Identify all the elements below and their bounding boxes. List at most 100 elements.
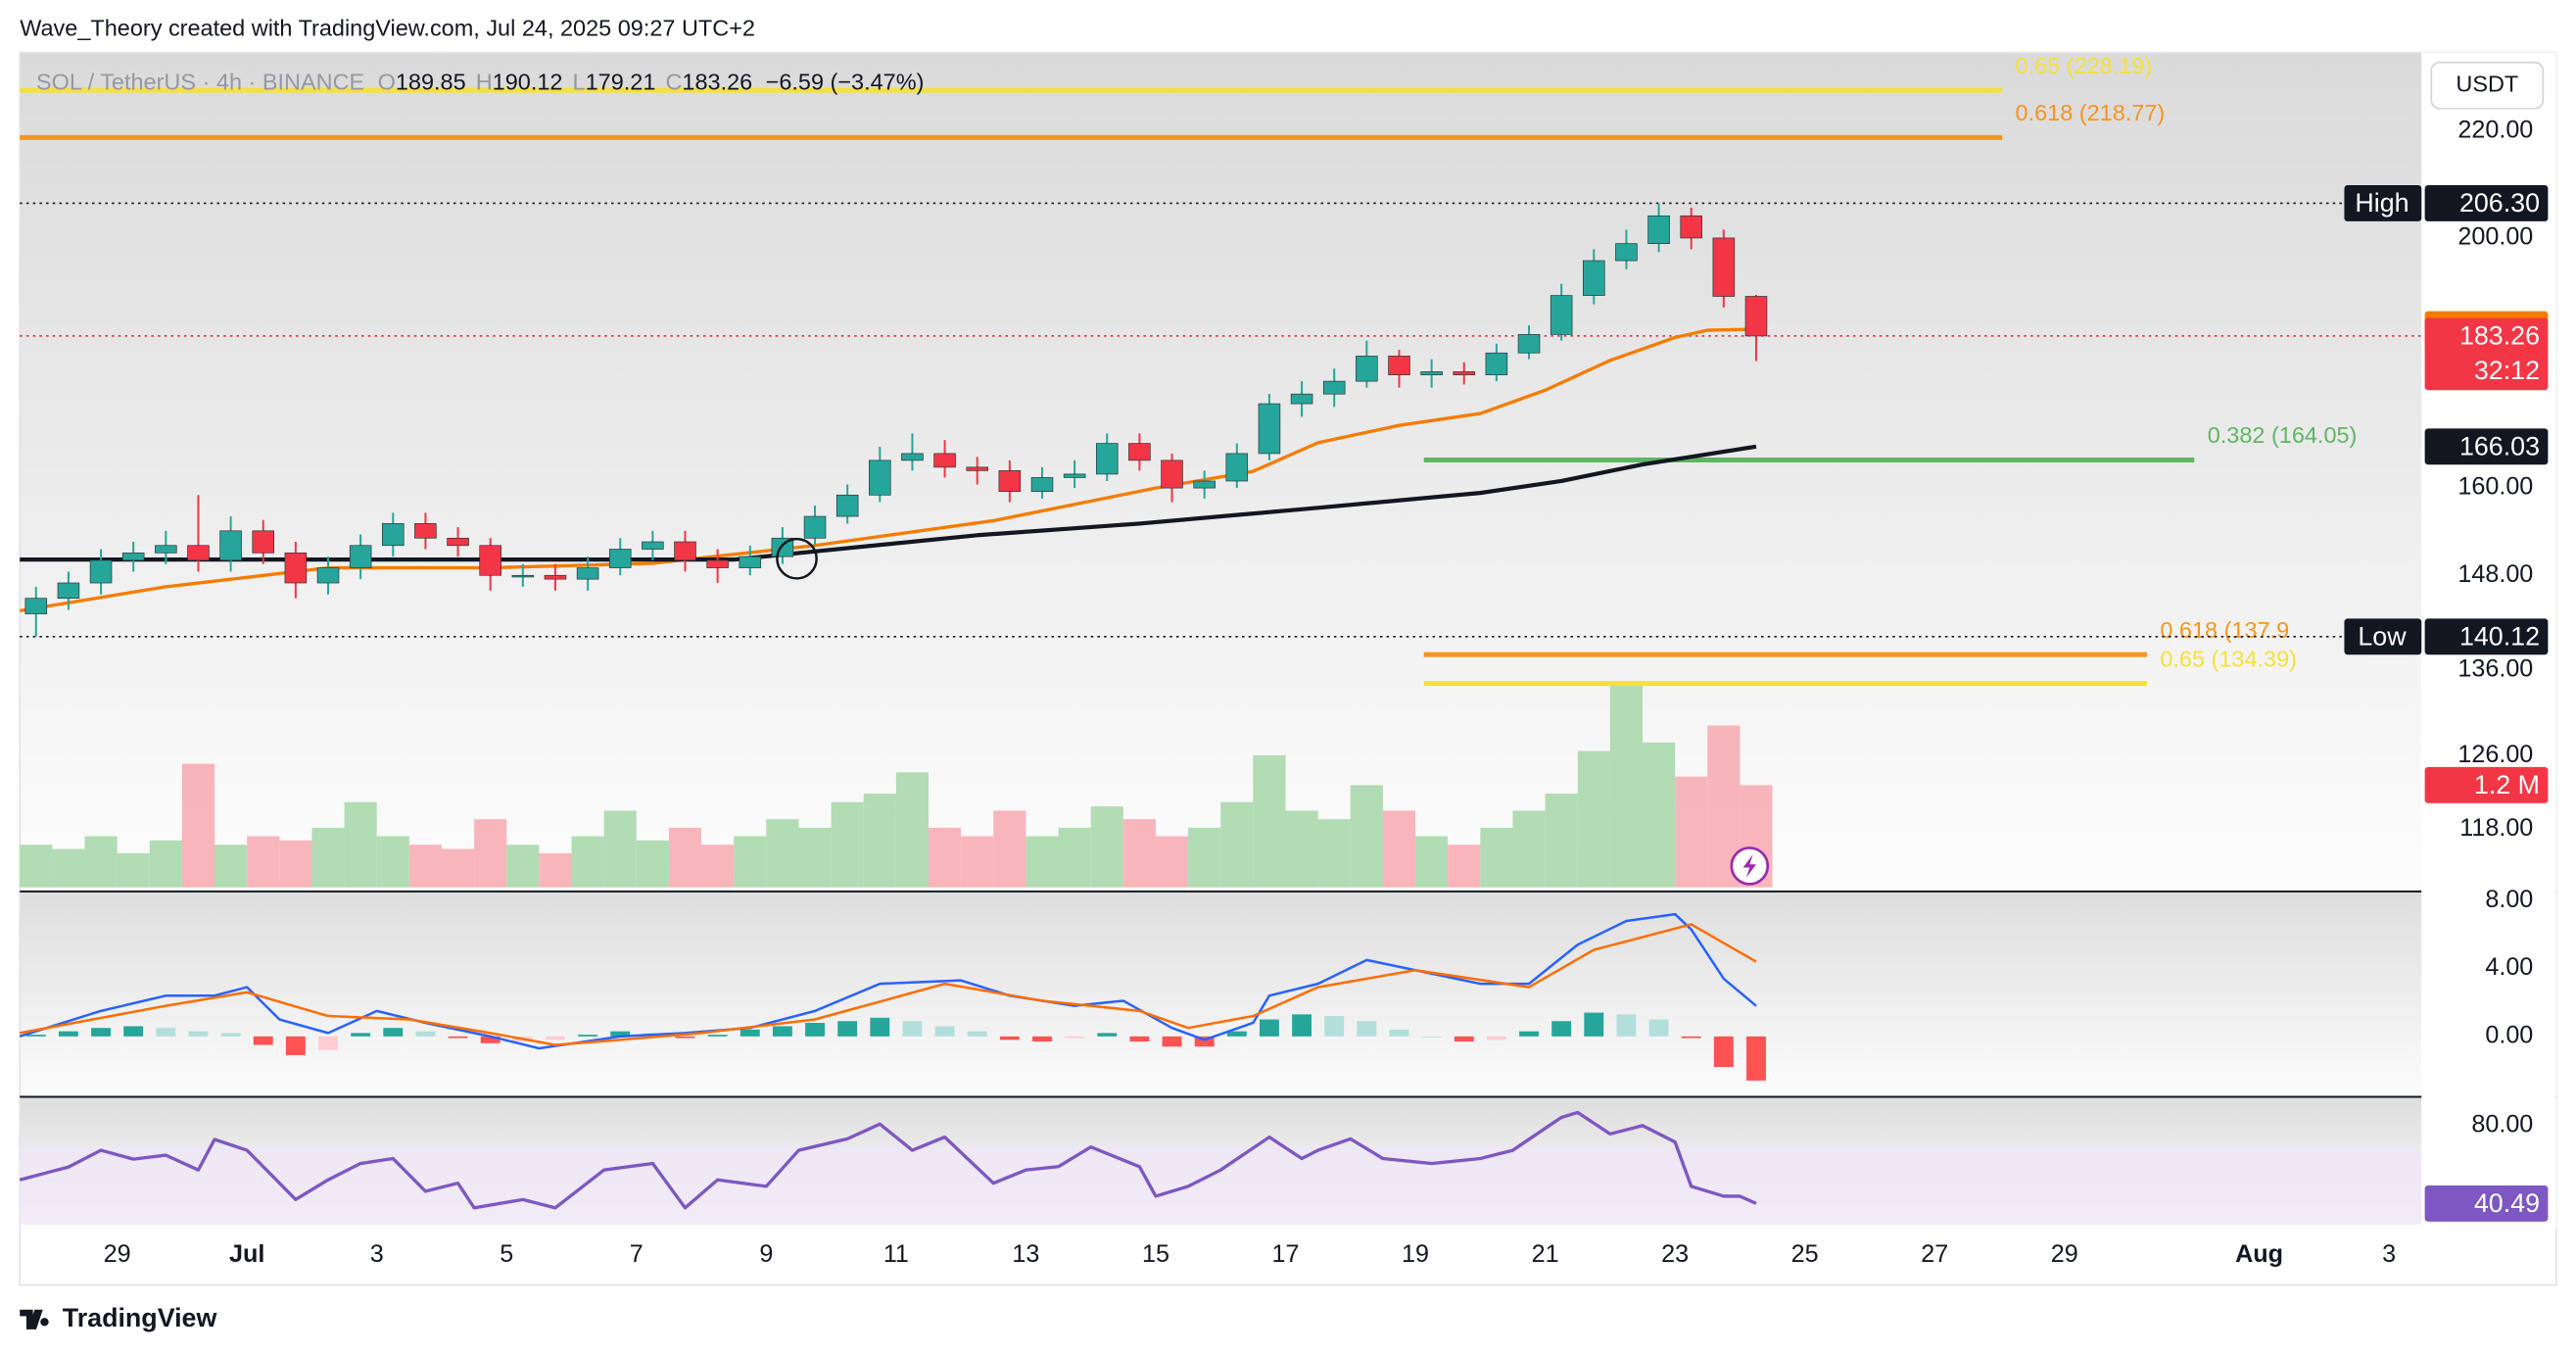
macd-histogram-bar <box>999 1036 1020 1040</box>
volume-bar <box>506 845 540 888</box>
candle-body <box>414 523 437 539</box>
volume-bar <box>1382 810 1416 888</box>
y-tick-label: 126.00 <box>2457 741 2533 768</box>
y-tick-label: 8.00 <box>2485 886 2533 913</box>
rsi-line <box>19 1110 1757 1210</box>
volume-bar <box>117 852 150 888</box>
macd-histogram-bar <box>1584 1012 1604 1037</box>
candle-body <box>739 556 762 568</box>
event-icon-bolt <box>1742 854 1756 878</box>
candle-body <box>1258 403 1281 455</box>
countdown: 32:12 <box>2474 356 2540 385</box>
candle-body <box>187 545 210 561</box>
candle-body <box>1453 371 1476 375</box>
price-tag-name-box <box>2344 185 2422 221</box>
macd-histogram-bar <box>1681 1036 1701 1039</box>
currency-button[interactable] <box>2430 61 2545 110</box>
volume-bar <box>149 840 182 888</box>
candle-body <box>155 545 177 554</box>
ohlc-value: 179.21 <box>586 70 656 95</box>
volume-bar <box>1415 836 1449 888</box>
macd-histogram-bar <box>480 1036 501 1043</box>
candle-body <box>1095 443 1119 475</box>
volume-bar <box>1512 810 1546 888</box>
volume-bar <box>1675 776 1708 888</box>
candle-body <box>447 537 469 547</box>
macd-histogram-bar <box>156 1028 176 1037</box>
price-tag-box <box>2424 185 2549 221</box>
macd-histogram-bar <box>934 1026 955 1037</box>
candle-body <box>706 559 729 568</box>
candle-body <box>1583 260 1605 296</box>
volume-bar <box>895 772 930 888</box>
y-tick-label: 80.00 <box>2471 1111 2533 1138</box>
volume-bar <box>20 845 53 888</box>
volume-bar <box>701 845 735 888</box>
volume-bar <box>215 845 248 888</box>
x-tick-label: 29 <box>2051 1240 2078 1268</box>
ohlc-value: 190.12 <box>493 70 563 95</box>
fib-label: 0.65 (228.19) <box>2016 53 2153 78</box>
volume-bar <box>993 810 1026 888</box>
candle-body <box>998 470 1022 493</box>
candle-body <box>89 559 113 584</box>
volume-bar <box>1188 827 1221 888</box>
ohlc-letter: C <box>665 70 682 95</box>
candle-body <box>1615 243 1638 262</box>
volume-bar <box>1448 845 1481 888</box>
candle-body <box>479 545 501 576</box>
volume-bar <box>279 840 312 888</box>
macd-histogram-bar <box>123 1026 144 1037</box>
y-tick-label: 148.00 <box>2457 560 2533 588</box>
price-tag-label: 206.30 <box>2459 188 2540 218</box>
volume-bar <box>539 852 572 888</box>
candle-body <box>1225 453 1249 482</box>
candle-body <box>835 494 859 517</box>
volume-tag-box <box>2424 766 2549 803</box>
annotation-circle <box>776 537 818 580</box>
candle-body <box>608 549 632 568</box>
candle-body <box>1388 356 1410 375</box>
candle-body <box>1517 334 1541 354</box>
volume-bar <box>408 845 442 888</box>
macd-histogram-bar <box>1226 1031 1247 1037</box>
macd-histogram-bar <box>1519 1031 1539 1037</box>
volume-bar <box>441 848 475 888</box>
fib-label: 0.618 (218.77) <box>2016 100 2166 125</box>
macd-histogram-bar <box>610 1031 631 1037</box>
macd-histogram-bar <box>870 1017 890 1037</box>
plot-layer: 0.65 (228.19) 0.618 (218.77) 0.382 (164.05… <box>19 52 2556 1268</box>
candle-body <box>1485 352 1508 375</box>
macd-histogram-bar <box>707 1035 728 1037</box>
volume-tag-label: 1.2 M <box>2474 770 2540 799</box>
x-tick-label: Jul <box>229 1240 264 1268</box>
macd-histogram-bar <box>1162 1036 1182 1047</box>
x-tick-label: 27 <box>1921 1240 1948 1268</box>
macd-histogram-bar <box>1097 1033 1118 1037</box>
candle-body <box>933 453 956 468</box>
candle-body <box>57 582 80 600</box>
macd-histogram-bar <box>902 1021 923 1037</box>
volume-bar <box>1480 827 1513 888</box>
candle-body <box>121 552 145 561</box>
macd-histogram-bar <box>188 1031 209 1037</box>
macd-histogram-bar <box>1194 1036 1215 1047</box>
volume-bar <box>1577 750 1610 888</box>
volume-bar <box>181 763 215 888</box>
volume-bar <box>1642 742 1676 888</box>
volume-bar <box>247 836 280 888</box>
x-tick-label: 3 <box>2382 1240 2396 1268</box>
x-tick-label: 5 <box>500 1240 513 1268</box>
price-tag-name: Low <box>2358 622 2407 652</box>
candle-body <box>1193 480 1216 489</box>
x-tick-label: 25 <box>1791 1240 1819 1268</box>
macd-histogram-bar <box>1389 1029 1409 1037</box>
last-price-box <box>2424 317 2549 391</box>
macd-histogram-bar <box>837 1021 858 1037</box>
symbol-legend: SOL / TetherUS · 4h · BINANCE O189.85 H190… <box>36 70 924 95</box>
macd-histogram-bar <box>1324 1016 1345 1037</box>
macd-pane <box>20 892 2422 1096</box>
macd-histogram-bar <box>1746 1036 1766 1081</box>
candle-body <box>511 574 535 578</box>
volume-bar <box>1317 819 1351 888</box>
